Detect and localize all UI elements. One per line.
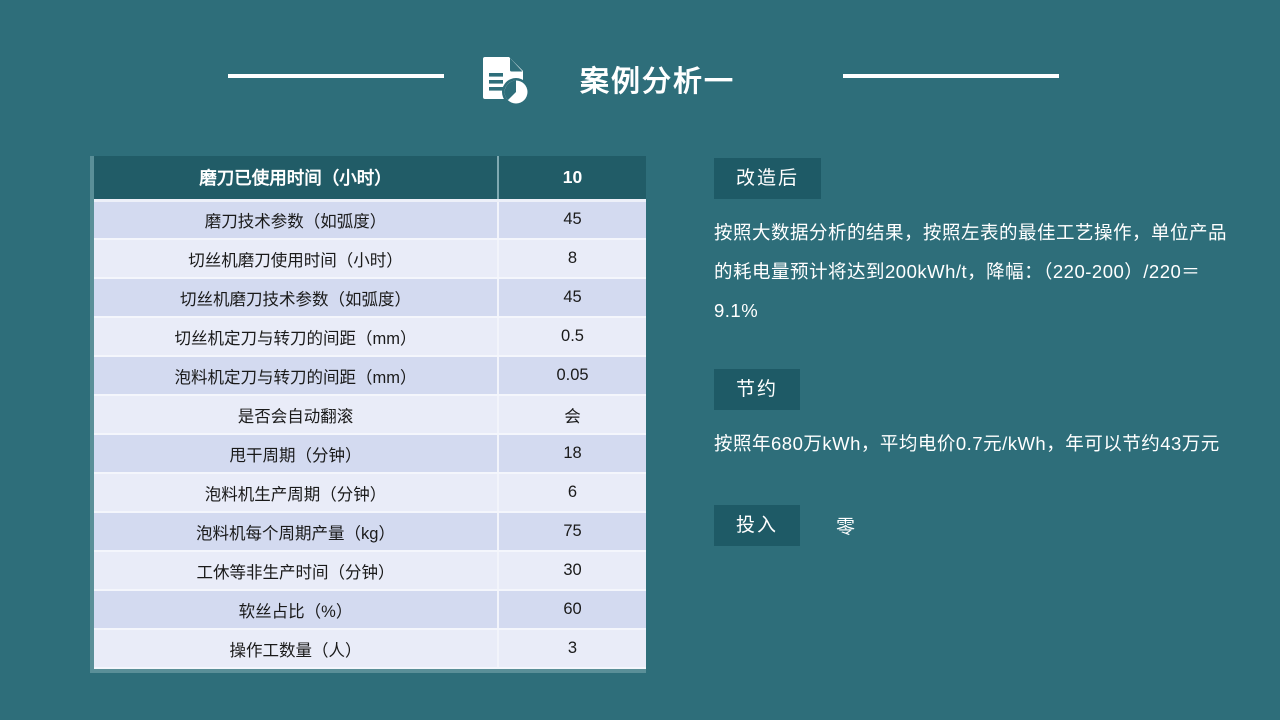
- row-value: 0.5: [498, 317, 646, 357]
- row-value: 3: [498, 629, 646, 669]
- badge-after-retrofit: 改造后: [714, 158, 822, 199]
- row-label: 泡料机定刀与转刀的间距（mm）: [94, 356, 499, 396]
- row-label: 泡料机每个周期产量（kg）: [94, 512, 499, 552]
- slide-header: 案例分析一: [0, 0, 1280, 140]
- row-label: 甩干周期（分钟）: [94, 434, 499, 474]
- row-label: 切丝机磨刀使用时间（小时）: [94, 239, 499, 279]
- row-value: 18: [498, 434, 646, 474]
- document-chart-icon: [478, 54, 534, 110]
- saving-text: 按照年680万kWh，平均电价0.7元/kWh，年可以节约43万元: [714, 433, 1220, 454]
- row-value: 45: [498, 200, 646, 240]
- row-value: 会: [498, 395, 646, 435]
- table-header-row: 磨刀已使用时间（小时） 10: [94, 156, 646, 202]
- row-value: 6: [498, 473, 646, 513]
- parameter-table-container: 磨刀已使用时间（小时） 10 磨刀技术参数（如弧度） 45 切丝机磨刀使用时间（…: [90, 156, 646, 673]
- row-label: 磨刀技术参数（如弧度）: [94, 200, 499, 240]
- table-header-value: 10: [498, 156, 646, 202]
- table-row: 泡料机定刀与转刀的间距（mm） 0.05: [94, 356, 646, 396]
- badge-investment: 投入: [714, 505, 801, 546]
- after-retrofit-text: 按照大数据分析的结果，按照左表的最佳工艺操作，单位产品的耗电量预计将达到200k…: [714, 222, 1228, 321]
- row-value: 45: [498, 278, 646, 318]
- table-row: 操作工数量（人） 3: [94, 629, 646, 669]
- header-rule-left: [228, 74, 444, 78]
- row-label: 切丝机定刀与转刀的间距（mm）: [94, 317, 499, 357]
- table-row: 工休等非生产时间（分钟） 30: [94, 551, 646, 591]
- badge-saving: 节约: [714, 369, 801, 410]
- analysis-panel: 改造后 按照大数据分析的结果，按照左表的最佳工艺操作，单位产品的耗电量预计将达到…: [714, 158, 1254, 546]
- parameter-table: 磨刀已使用时间（小时） 10 磨刀技术参数（如弧度） 45 切丝机磨刀使用时间（…: [94, 156, 646, 669]
- section-after-retrofit: 改造后 按照大数据分析的结果，按照左表的最佳工艺操作，单位产品的耗电量预计将达到…: [714, 158, 1254, 330]
- row-label: 是否会自动翻滚: [94, 395, 499, 435]
- row-label: 泡料机生产周期（分钟）: [94, 473, 499, 513]
- row-value: 30: [498, 551, 646, 591]
- section-investment: 投入 零: [714, 505, 1254, 546]
- row-label: 工休等非生产时间（分钟）: [94, 551, 499, 591]
- table-header-name: 磨刀已使用时间（小时）: [94, 156, 499, 202]
- page-title: 案例分析一: [580, 66, 736, 98]
- investment-value: 零: [836, 517, 858, 538]
- table-row: 是否会自动翻滚 会: [94, 395, 646, 435]
- table-row: 软丝占比（%） 60: [94, 590, 646, 630]
- row-value: 0.05: [498, 356, 646, 396]
- table-row: 切丝机磨刀技术参数（如弧度） 45: [94, 278, 646, 318]
- table-row: 切丝机定刀与转刀的间距（mm） 0.5: [94, 317, 646, 357]
- table-row: 切丝机磨刀使用时间（小时） 8: [94, 239, 646, 279]
- table-row: 泡料机每个周期产量（kg） 75: [94, 512, 646, 552]
- table-row: 磨刀技术参数（如弧度） 45: [94, 200, 646, 240]
- table-row: 甩干周期（分钟） 18: [94, 434, 646, 474]
- row-label: 切丝机磨刀技术参数（如弧度）: [94, 278, 499, 318]
- row-value: 75: [498, 512, 646, 552]
- table-row: 泡料机生产周期（分钟） 6: [94, 473, 646, 513]
- row-label: 软丝占比（%）: [94, 590, 499, 630]
- header-rule-right: [843, 74, 1059, 78]
- section-saving: 节约 按照年680万kWh，平均电价0.7元/kWh，年可以节约43万元: [714, 369, 1254, 463]
- row-label: 操作工数量（人）: [94, 629, 499, 669]
- row-value: 8: [498, 239, 646, 279]
- parameter-table-body: 磨刀技术参数（如弧度） 45 切丝机磨刀使用时间（小时） 8 切丝机磨刀技术参数…: [94, 200, 646, 669]
- row-value: 60: [498, 590, 646, 630]
